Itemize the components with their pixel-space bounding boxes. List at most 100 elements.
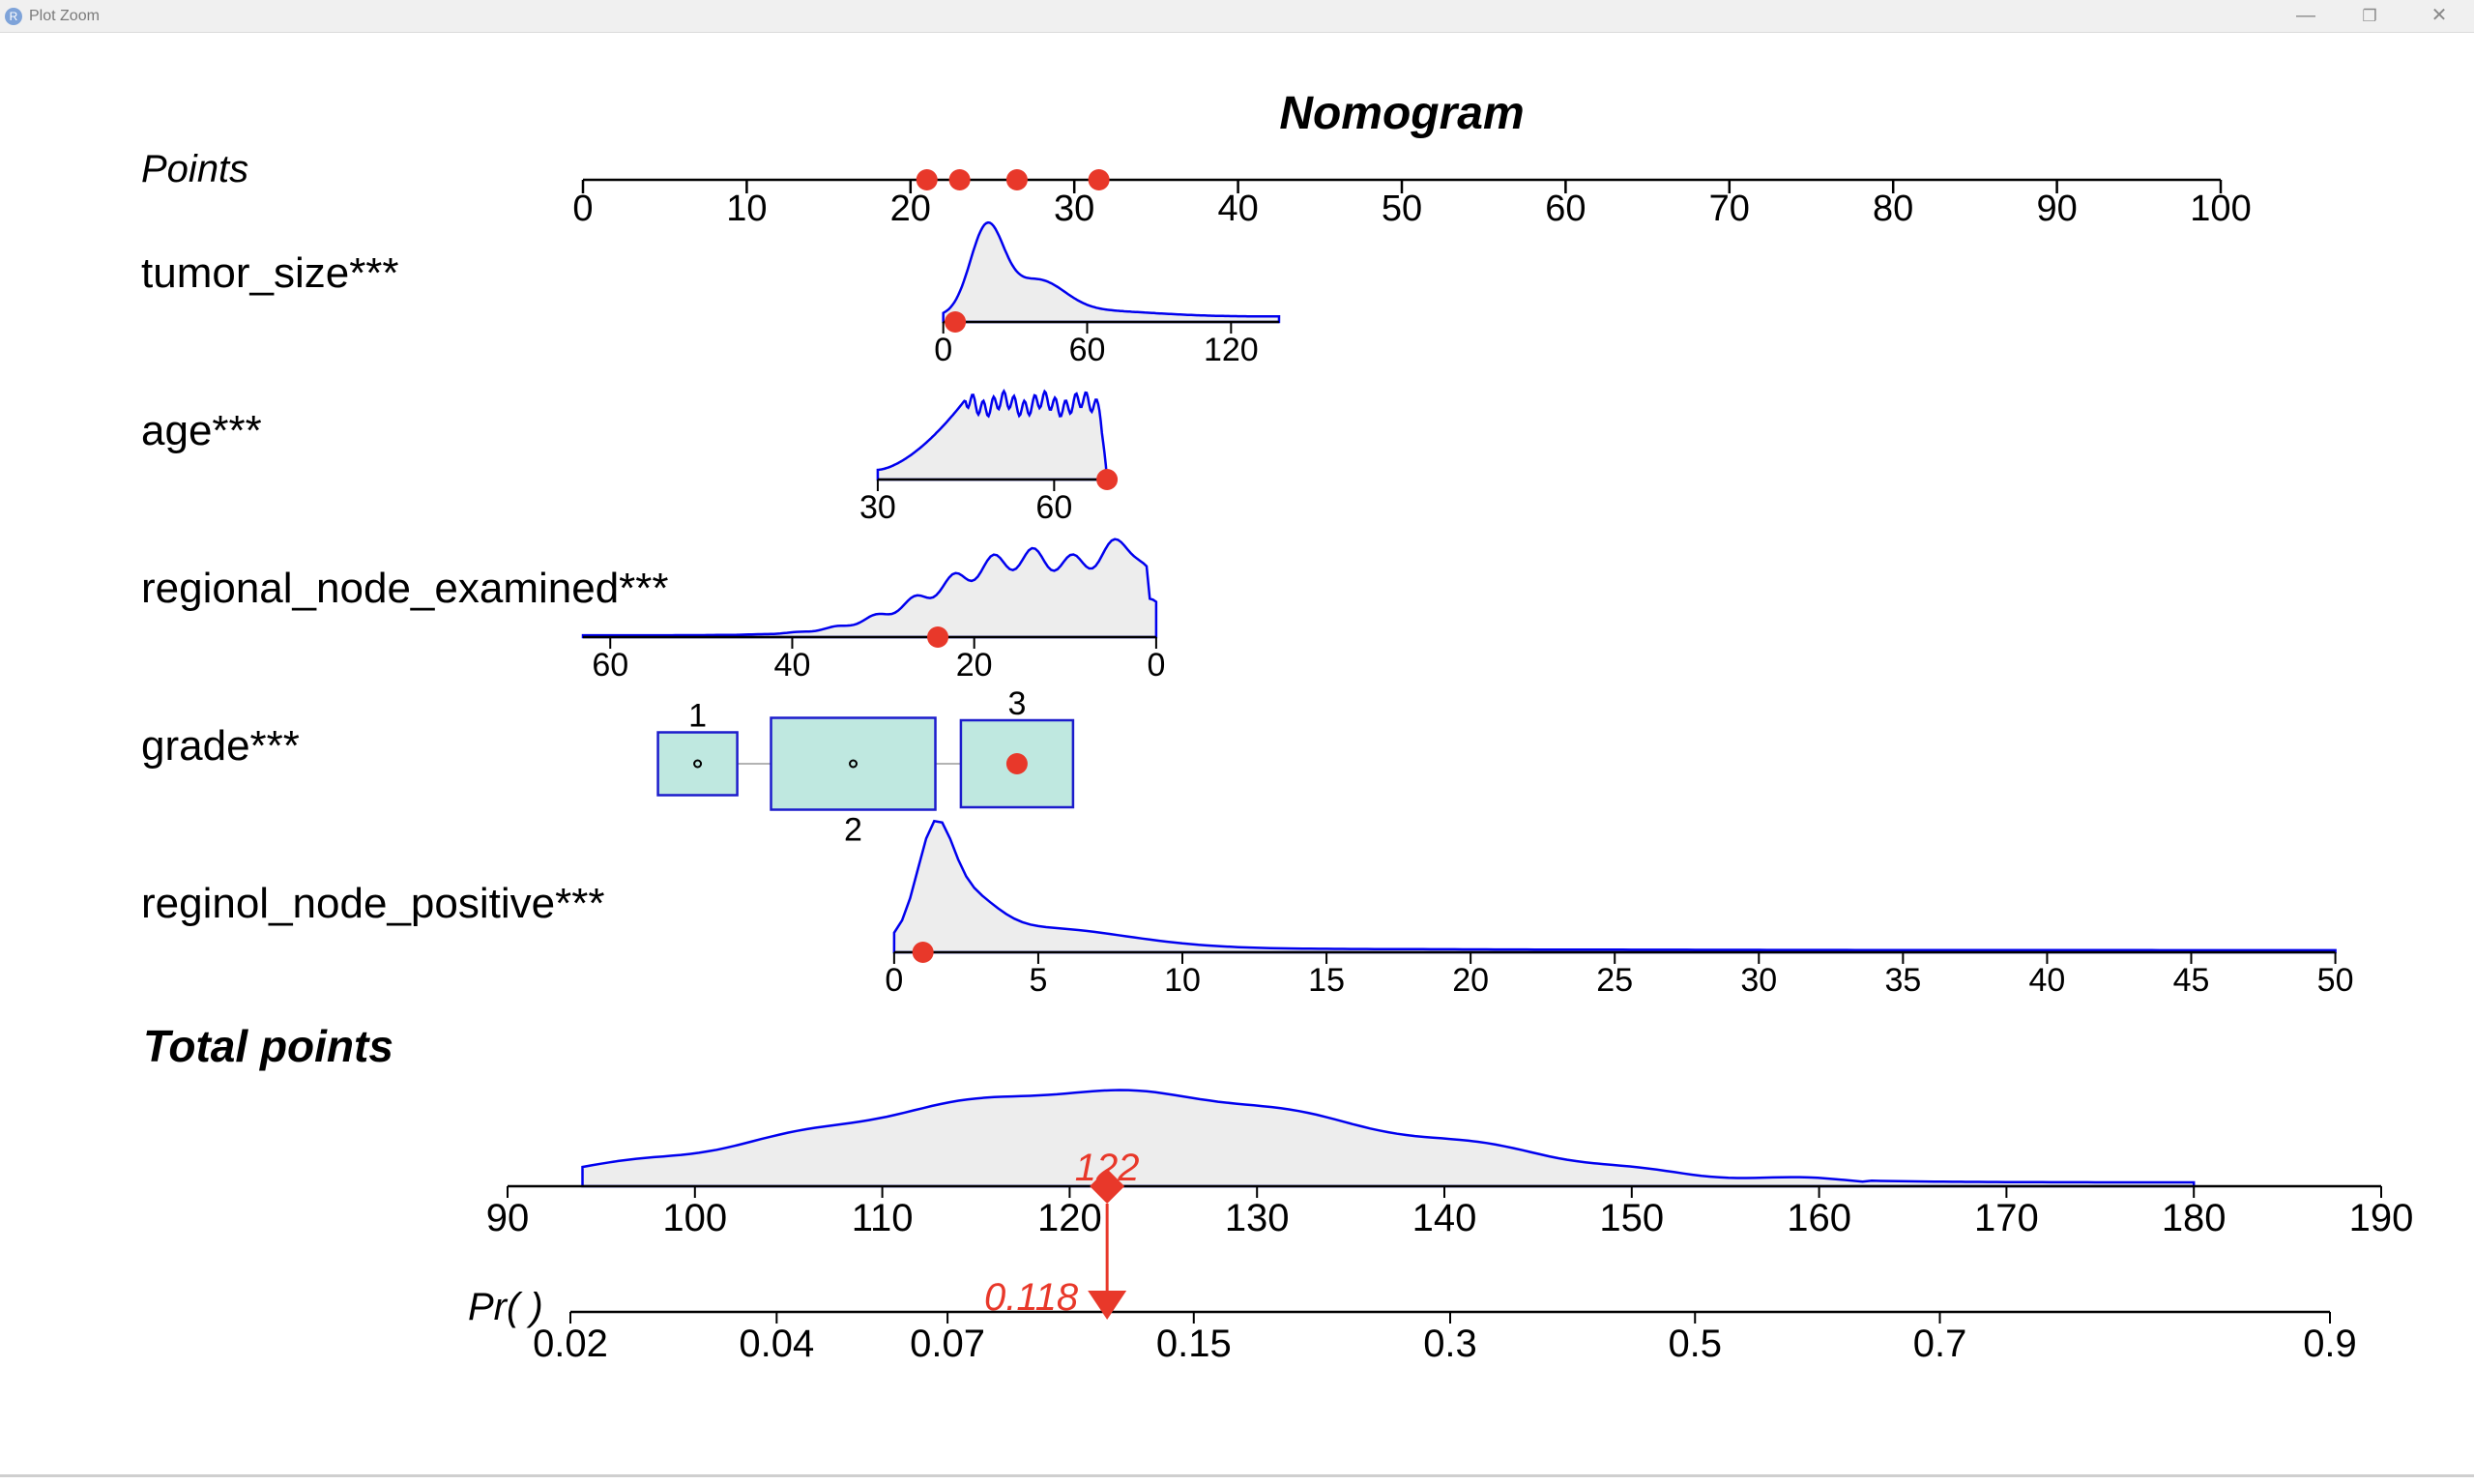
probability-tick-label: 0.5 (1668, 1323, 1722, 1365)
total-points-tick-label: 190 (2349, 1197, 2414, 1239)
close-button[interactable]: ✕ (2430, 5, 2448, 26)
total-points-tick-label: 90 (486, 1197, 530, 1239)
probability-tick-label: 0.7 (1913, 1323, 1967, 1365)
points-tick-label: 30 (1054, 189, 1094, 229)
window-titlebar: R Plot Zoom — ❐ ✕ (0, 0, 2474, 33)
variable-tick-label: 0 (934, 332, 952, 368)
variable-tick-label: 50 (2317, 962, 2354, 999)
total-points-value-label: 122 (1075, 1147, 1140, 1189)
probability-axis-label: Pr( ) (468, 1286, 543, 1328)
grade-box (959, 718, 1075, 809)
variable-row: reginol_node_positive*** 0 5 10 15 20 25 30 35 40… (141, 819, 2354, 999)
grade-category-label: 3 (1007, 685, 1026, 722)
points-tick-label: 50 (1382, 189, 1422, 229)
points-tick-label: 20 (890, 189, 931, 229)
variable-tick-label: 0 (885, 962, 903, 999)
grade-center-point (849, 759, 859, 769)
points-tick-label: 0 (572, 189, 593, 229)
variable-row: regional_node_examined*** 60 40 20 0 (141, 538, 1165, 684)
probability-tick-label: 0.9 (2303, 1323, 2357, 1365)
probability-tick-label: 0.3 (1423, 1323, 1477, 1365)
variable-row: grade*** 1 2 3 (141, 685, 1075, 849)
variable-tick-label: 30 (1740, 962, 1777, 999)
chart-title: Nomogram (1279, 88, 1524, 139)
points-tick-label: 70 (1709, 189, 1750, 229)
variable-label: reginol_node_positive*** (141, 880, 604, 927)
points-tick-label: 10 (726, 189, 767, 229)
probability-tick-label: 0.07 (910, 1323, 985, 1365)
window-title: Plot Zoom (29, 8, 100, 24)
density-curve (876, 388, 1109, 481)
r-app-icon: R (5, 8, 22, 25)
total-points-marker (1090, 1169, 1125, 1204)
grade-center-point (693, 759, 703, 769)
selected-category-marker (1005, 753, 1028, 774)
grade-category-label: 1 (688, 698, 707, 735)
points-tick-label: 40 (1217, 189, 1258, 229)
window-bottom-border (0, 1474, 2474, 1477)
plot-area: Nomogram Points 0 10 20 30 40 50 60 70 80 90 100 tu… (0, 32, 2474, 1479)
total-points-tick-label: 150 (1599, 1197, 1664, 1239)
probability-value-label: 0.118 (984, 1276, 1079, 1319)
variable-tick-label: 10 (1164, 962, 1201, 999)
total-points-tick-label: 180 (2162, 1197, 2227, 1239)
probability-tick-label: 0.02 (533, 1323, 608, 1365)
variable-tick-label: 15 (1308, 962, 1345, 999)
points-tick-label: 90 (2036, 189, 2077, 229)
minimize-button[interactable]: — (2296, 5, 2315, 26)
total-points-label: Total points (143, 1021, 393, 1071)
total-points-tick-label: 130 (1225, 1197, 1290, 1239)
points-tick-label: 60 (1545, 189, 1586, 229)
points-marker (1088, 169, 1110, 190)
density-curve (581, 538, 1158, 639)
variable-tick-label: 0 (1147, 647, 1165, 684)
variable-tick-label: 35 (1884, 962, 1921, 999)
variable-tick-label: 5 (1029, 962, 1047, 999)
selected-value-marker (1096, 469, 1119, 490)
variable-label: grade*** (141, 722, 300, 770)
prediction-arrow-head (1088, 1291, 1127, 1320)
variable-label: tumor_size*** (141, 249, 399, 297)
density-curve (942, 220, 1281, 324)
points-marker (948, 169, 971, 190)
points-axis-label: Points (141, 148, 248, 190)
grade-box (656, 731, 739, 797)
total-points-tick-label: 140 (1412, 1197, 1477, 1239)
variable-tick-label: 40 (774, 647, 811, 684)
variable-tick-label: 60 (1069, 332, 1106, 368)
points-tick-label: 100 (2190, 189, 2251, 229)
variable-tick-label: 60 (592, 647, 628, 684)
variable-tick-label: 25 (1596, 962, 1633, 999)
variable-label: regional_node_examined*** (141, 565, 669, 612)
total-points-axis: Total points 90 100 110 120 130 140 150 160 170 18… (143, 1021, 2413, 1239)
selected-value-marker (927, 626, 949, 648)
variable-tick-label: 60 (1035, 489, 1072, 526)
probability-axis: Pr( )0.02 0.04 0.07 0.15 0.3 0.5 0.7 0.9 0.118 (468, 1204, 2357, 1365)
restore-button[interactable]: ❐ (2362, 7, 2377, 25)
variable-tick-label: 20 (956, 647, 993, 684)
density-curve (892, 819, 2337, 954)
selected-value-marker (912, 942, 934, 963)
variable-tick-label: 45 (2173, 962, 2210, 999)
variable-label: age*** (141, 407, 262, 454)
total-points-tick-label: 170 (1974, 1197, 2039, 1239)
points-marker (916, 169, 938, 190)
selected-value-marker (945, 311, 967, 333)
points-axis: Points 0 10 20 30 40 50 60 70 80 90 100 (141, 148, 2252, 229)
variable-tick-label: 40 (2029, 962, 2066, 999)
variable-row: tumor_size*** 0 60 120 (141, 220, 1281, 368)
probability-tick-label: 0.04 (739, 1323, 814, 1365)
probability-tick-label: 0.15 (1156, 1323, 1232, 1365)
variable-tick-label: 30 (859, 489, 896, 526)
total-points-tick-label: 160 (1787, 1197, 1851, 1239)
grade-box (770, 716, 937, 811)
total-points-tick-label: 100 (662, 1197, 727, 1239)
variable-tick-label: 120 (1204, 332, 1259, 368)
total-points-tick-label: 120 (1037, 1197, 1102, 1239)
total-points-tick-label: 110 (852, 1197, 914, 1239)
points-marker (1005, 169, 1028, 190)
variable-tick-label: 20 (1452, 962, 1489, 999)
variable-row: age*** 30 60 (141, 388, 1119, 526)
